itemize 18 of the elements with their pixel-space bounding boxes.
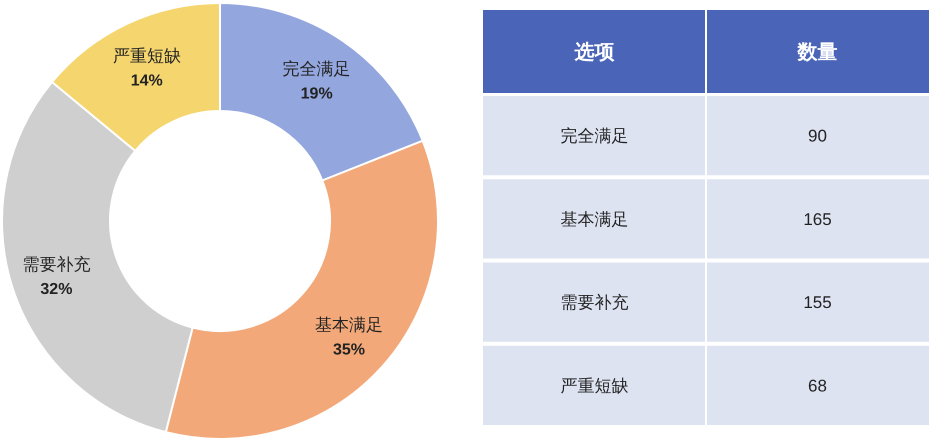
category-label: 严重短缺 <box>560 376 628 396</box>
category-label: 完全满足 <box>560 126 628 146</box>
slice-label: 需要补充 <box>22 255 90 274</box>
data-label: 90 <box>808 126 827 146</box>
data-label: 35% <box>333 342 366 359</box>
data-label: 32% <box>40 281 72 298</box>
slice-label: 完全满足 <box>282 60 351 79</box>
data-label: 165 <box>803 210 832 229</box>
data-label: 68 <box>808 376 827 396</box>
category-label: 需要补充 <box>560 293 628 312</box>
category-label: 基本满足 <box>560 210 628 229</box>
slice-label: 基本满足 <box>315 316 384 335</box>
text: 选项 <box>574 42 614 64</box>
slice-label: 严重短缺 <box>112 46 181 66</box>
data-label: 19% <box>300 86 333 103</box>
data-label: 155 <box>803 293 832 312</box>
text: 数量 <box>796 42 838 64</box>
data-label: 14% <box>130 72 163 90</box>
